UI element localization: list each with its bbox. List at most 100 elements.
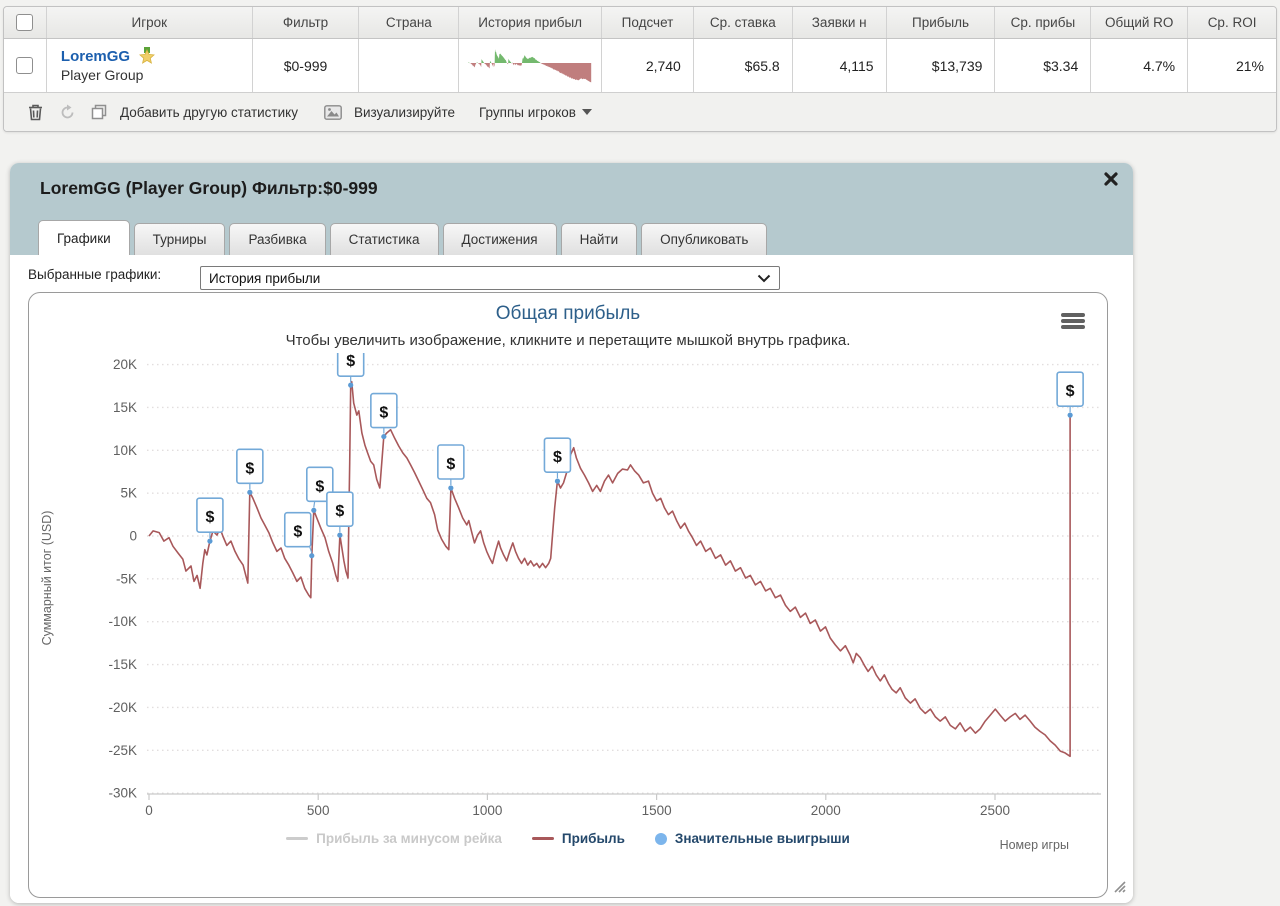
win-point-dot: [348, 382, 354, 388]
dollar-sign: $: [379, 405, 388, 422]
favorite-star-icon: [139, 47, 156, 65]
profit-line: [148, 380, 1071, 758]
column-header-9[interactable]: Ср. прибы: [994, 7, 1090, 38]
visualize-icon[interactable]: [322, 101, 344, 123]
add-statistic-button[interactable]: Добавить другую статистику: [120, 104, 298, 120]
caret-down-icon: [581, 109, 592, 115]
significant-win-marker[interactable]: $: [543, 437, 572, 484]
win-point-dot: [1067, 412, 1073, 418]
count-cell: 2,740: [601, 39, 693, 92]
panel-body: Выбранные графики: История прибыли 20K 15…: [10, 255, 1133, 903]
entries-cell: 4,115: [791, 39, 886, 92]
chart-title: Общая прибыль: [495, 303, 641, 324]
profit-chart[interactable]: 20K 15K 10K 5K 0 -5K -10K -15K -20K -25K -30K 0 500 1…: [28, 292, 1108, 898]
x-tick-label: 2500: [980, 803, 1010, 818]
chart-subtitle: Чтобы увеличить изображение, кликните и …: [285, 332, 851, 349]
dollar-sign: $: [446, 456, 455, 473]
dollar-flag: [543, 437, 572, 473]
table-row: LoremGG Player Group $0-999 2,740 $65.8 …: [4, 39, 1276, 93]
duplicate-icon[interactable]: [88, 101, 110, 123]
profit-history-sparkline-cell[interactable]: [458, 39, 601, 92]
significant-win-marker[interactable]: $: [196, 497, 224, 544]
x-tick-label: 1500: [642, 803, 672, 818]
table-header-row: Игрок Фильтр Страна История прибыл Подсчет Ср…: [4, 7, 1276, 39]
player-link[interactable]: LoremGG: [61, 47, 156, 67]
y-tick-label: 15K: [113, 400, 137, 415]
chart-plot-area: 20K 15K 10K 5K 0 -5K -10K -15K -20K -25K -30K 0 500 1…: [108, 342, 1101, 818]
y-tick-label: -30K: [108, 786, 137, 801]
dollar-sign: $: [205, 509, 214, 526]
row-select-cell: [4, 39, 46, 92]
panel-title: LoremGG (Player Group) Фильтр:$0-999: [40, 178, 378, 198]
column-header-3[interactable]: Страна: [358, 7, 458, 38]
dollar-sign: $: [315, 478, 324, 495]
player-detail-panel: LoremGG (Player Group) Фильтр:$0-999 Гра…: [10, 163, 1133, 903]
select-all-checkbox[interactable]: [16, 14, 34, 31]
column-header-11[interactable]: Ср. ROI: [1187, 7, 1276, 38]
dollar-flag: [336, 353, 365, 377]
column-header-1[interactable]: Игрок: [45, 7, 252, 38]
column-header-10[interactable]: Общий RO: [1090, 7, 1187, 38]
y-tick-label: -10K: [108, 614, 137, 629]
dollar-flag: [1056, 371, 1084, 407]
win-point-dot: [311, 507, 317, 513]
win-point-dot: [448, 485, 454, 491]
visualize-button[interactable]: Визуализируйте: [353, 104, 455, 120]
player-name: LoremGG: [60, 47, 131, 65]
dollar-sign: $: [1066, 383, 1075, 400]
chart-menu-icon[interactable]: [1061, 313, 1085, 331]
column-header-2[interactable]: Фильтр: [251, 7, 359, 38]
tab-6[interactable]: Найти: [560, 223, 638, 255]
close-icon[interactable]: [1103, 171, 1121, 189]
legend-item-1[interactable]: Прибыль за минусом рейка: [286, 831, 502, 846]
y-tick-label: -15K: [108, 657, 137, 672]
tab-5[interactable]: Достижения: [442, 223, 557, 255]
panel-header: LoremGG (Player Group) Фильтр:$0-999 Гра…: [10, 163, 1133, 255]
dollar-sign: $: [293, 524, 302, 541]
tab-7[interactable]: Опубликовать: [641, 223, 768, 255]
significant-win-marker[interactable]: $: [336, 342, 365, 388]
filter-cell: $0-999: [251, 39, 359, 92]
player-groups-label: Группы игроков: [478, 104, 576, 120]
significant-win-marker[interactable]: $: [437, 444, 465, 491]
avg-profit-cell: $3.34: [994, 39, 1090, 92]
column-header-5[interactable]: Подсчет: [601, 7, 693, 38]
select-all-cell: [4, 7, 46, 38]
legend-item-2[interactable]: Прибыль: [531, 831, 625, 846]
y-tick-label: 20K: [113, 357, 137, 372]
player-cell: LoremGG Player Group: [45, 39, 252, 92]
tab-1[interactable]: Графики: [38, 220, 130, 255]
column-header-8[interactable]: Прибыль: [885, 7, 995, 38]
player-stats-table: Игрок Фильтр Страна История прибыл Подсчет Ср…: [3, 6, 1277, 132]
tab-4[interactable]: Статистика: [329, 223, 439, 255]
significant-win-marker[interactable]: $: [236, 448, 264, 495]
graph-select[interactable]: История прибыли: [200, 266, 780, 290]
significant-win-marker[interactable]: $: [370, 392, 398, 440]
player-groups-dropdown[interactable]: Группы игроков: [479, 105, 592, 120]
column-header-7[interactable]: Заявки н: [791, 7, 886, 38]
significant-win-marker[interactable]: $: [283, 511, 315, 559]
y-tick-label: 0: [129, 529, 137, 544]
tab-2[interactable]: Турниры: [133, 223, 226, 255]
significant-win-marker[interactable]: $: [306, 466, 334, 513]
dollar-sign: $: [346, 353, 355, 370]
country-cell: [358, 39, 458, 92]
tab-3[interactable]: Разбивка: [229, 223, 326, 255]
dollar-sign: $: [245, 460, 254, 477]
refresh-icon[interactable]: [56, 101, 78, 123]
resize-handle-icon[interactable]: [1112, 879, 1126, 898]
x-tick-label: 2000: [811, 803, 841, 818]
dollar-flag: [283, 511, 312, 548]
win-point-dot: [554, 478, 561, 484]
delete-icon[interactable]: [24, 101, 46, 123]
column-header-4[interactable]: История прибыл: [458, 7, 601, 38]
dollar-flag: [370, 392, 398, 429]
row-checkbox[interactable]: [16, 57, 34, 74]
x-tick-label: 0: [145, 803, 153, 818]
graph-select-value: История прибыли: [209, 270, 321, 286]
significant-win-marker[interactable]: $: [326, 491, 354, 538]
column-header-6[interactable]: Ср. ставка: [692, 7, 792, 38]
y-tick-label: -5K: [116, 571, 137, 586]
significant-win-marker[interactable]: $: [1056, 371, 1084, 418]
legend-item-3[interactable]: Значительные выигрыши: [654, 831, 850, 846]
